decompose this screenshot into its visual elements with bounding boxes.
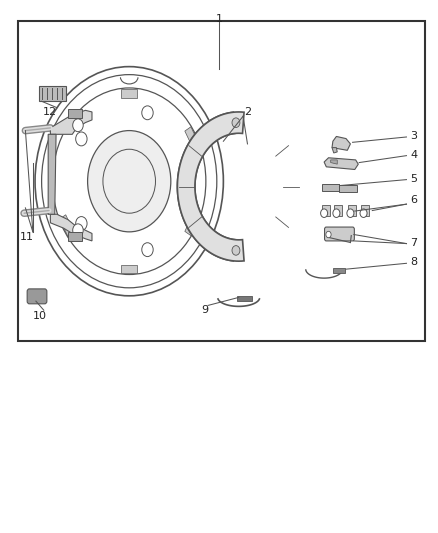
Circle shape [44,78,214,285]
Text: 2: 2 [244,107,251,117]
Text: 3: 3 [410,131,417,141]
Bar [339,185,357,192]
Circle shape [142,243,153,256]
Text: 11: 11 [20,232,34,242]
Polygon shape [185,127,199,148]
Circle shape [76,132,87,146]
Polygon shape [177,112,244,261]
Polygon shape [50,110,92,134]
Circle shape [76,216,87,230]
Circle shape [347,209,354,217]
Text: 9: 9 [201,305,208,315]
Circle shape [73,119,83,132]
Polygon shape [177,112,235,261]
Circle shape [360,209,367,217]
Text: 7: 7 [410,238,417,247]
Text: 1: 1 [215,14,223,23]
Bar [361,205,369,216]
Circle shape [183,174,194,188]
Circle shape [88,131,171,232]
Text: 5: 5 [410,174,417,183]
Polygon shape [332,148,337,153]
Polygon shape [121,89,137,98]
Text: 4: 4 [410,150,417,159]
Circle shape [232,246,240,255]
Bar [39,86,66,101]
Circle shape [73,224,83,237]
Text: 12: 12 [43,107,57,117]
Polygon shape [185,215,199,236]
Polygon shape [60,215,74,236]
Bar [322,205,330,216]
Bar [18,21,425,341]
Text: 10: 10 [33,311,47,320]
Polygon shape [121,265,137,273]
Circle shape [333,209,340,217]
Circle shape [232,118,240,127]
Circle shape [321,209,328,217]
FancyBboxPatch shape [27,289,47,304]
Circle shape [326,231,331,238]
Polygon shape [324,158,358,169]
Polygon shape [50,214,92,241]
Bar [333,268,345,273]
FancyBboxPatch shape [325,227,354,241]
Bar [348,205,356,216]
Bar [322,184,339,191]
Bar [237,296,252,301]
Polygon shape [332,136,350,150]
Bar [68,109,82,118]
Polygon shape [331,160,337,164]
Circle shape [142,106,153,120]
Text: 8: 8 [410,257,417,267]
Text: 6: 6 [410,195,417,205]
Bar [334,205,342,216]
Bar [68,232,82,241]
Polygon shape [48,134,56,214]
